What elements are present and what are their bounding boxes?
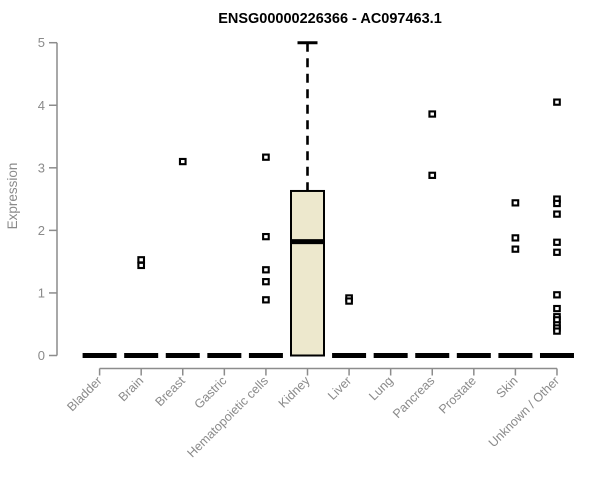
x-tick-label-prostate: Prostate (436, 374, 479, 417)
y-tick-label: 4 (38, 98, 45, 113)
outlier-point-hematopoietic-cells (262, 278, 270, 286)
zero-box-breast (165, 353, 200, 358)
outlier-point-skin (511, 199, 520, 207)
zero-box-hematopoietic-cells (248, 353, 283, 358)
outlier-point-hematopoietic-cells (262, 296, 270, 304)
x-tick-label-breast: Breast (152, 373, 188, 409)
outlier-point-unknown-other (553, 327, 561, 335)
outlier-point-unknown-other (553, 199, 561, 208)
zero-box-brain (124, 353, 159, 358)
outlier-point-liver (345, 297, 353, 305)
y-tick-label: 0 (38, 348, 45, 363)
outlier-point-unknown-other (553, 304, 561, 313)
outlier-point-hematopoietic-cells (262, 266, 270, 274)
outlier-point-breast (178, 157, 187, 166)
x-tick-label-lung: Lung (366, 374, 396, 404)
zero-box-prostate (456, 353, 491, 358)
outlier-point-brain (137, 261, 146, 270)
x-tick-label-gastric: Gastric (192, 374, 230, 412)
y-axis-label: Expression (5, 163, 20, 230)
y-tick-label: 2 (38, 223, 45, 238)
outlier-point-unknown-other (553, 238, 561, 246)
x-tick-label-bladder: Bladder (64, 374, 104, 414)
outlier-point-pancreas (428, 110, 437, 118)
outlier-point-pancreas (428, 171, 437, 179)
zero-box-liver (332, 353, 367, 358)
x-tick-label-hematopoietic-cells: Hematopoietic cells (184, 374, 271, 461)
zero-box-unknown-other (539, 353, 574, 358)
y-tick-label: 5 (38, 35, 45, 50)
x-tick-label-liver: Liver (325, 374, 354, 403)
outlier-point-unknown-other (553, 248, 561, 256)
zero-box-skin (498, 353, 533, 358)
outlier-point-hematopoietic-cells (262, 232, 270, 241)
y-tick-label: 1 (38, 285, 45, 300)
outlier-point-unknown-other (553, 98, 561, 106)
outlier-point-unknown-other (553, 291, 561, 299)
outlier-point-skin (511, 234, 520, 242)
outlier-point-unknown-other (553, 210, 561, 218)
zero-box-gastric (207, 353, 242, 358)
y-tick-label: 3 (38, 160, 45, 175)
zero-box-bladder (82, 353, 117, 358)
outlier-point-hematopoietic-cells (262, 153, 270, 161)
x-tick-label-skin: Skin (493, 374, 520, 401)
box-kidney (290, 189, 325, 357)
outlier-point-skin (511, 245, 520, 253)
outlier-point-brain (137, 256, 146, 264)
x-tick-label-kidney: Kidney (276, 373, 313, 410)
median-kidney (291, 239, 324, 245)
zero-box-pancreas (415, 353, 450, 358)
x-tick-label-pancreas: Pancreas (390, 374, 437, 421)
x-tick-label-unknown-other: Unknown / Other (486, 374, 562, 450)
zero-box-lung (373, 353, 408, 358)
chart-title: ENSG00000226366 - AC097463.1 (218, 11, 442, 27)
plot-root: 0 1 2 3 4 5 Bladder Brain Breast GastricHematopoi… (38, 35, 574, 460)
x-tick-label-brain: Brain (116, 374, 147, 405)
